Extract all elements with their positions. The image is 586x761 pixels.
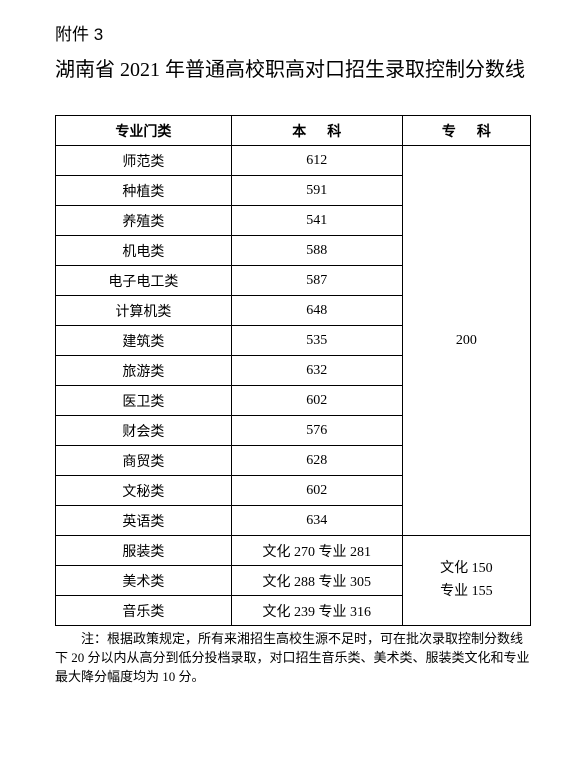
cell-score: 文化 239 专业 316 xyxy=(231,596,402,626)
cell-score: 文化 288 专业 305 xyxy=(231,566,402,596)
cell-score: 591 xyxy=(231,176,402,206)
cell-major: 机电类 xyxy=(56,236,232,266)
cell-score: 648 xyxy=(231,296,402,326)
cell-score: 588 xyxy=(231,236,402,266)
merge-line1: 文化 150 xyxy=(440,561,493,576)
score-table: 专业门类 本科 专科 师范类 612 200 种植类591 养殖类541 机电类… xyxy=(55,115,531,626)
cell-score: 602 xyxy=(231,476,402,506)
table-header-row: 专业门类 本科 专科 xyxy=(56,116,531,146)
cell-major: 建筑类 xyxy=(56,326,232,356)
cell-score: 541 xyxy=(231,206,402,236)
footnote: 注：根据政策规定，所有来湘招生高校生源不足时，可在批次录取控制分数线下 20 分… xyxy=(55,630,531,687)
cell-score: 602 xyxy=(231,386,402,416)
cell-major: 种植类 xyxy=(56,176,232,206)
cell-major: 旅游类 xyxy=(56,356,232,386)
cell-major: 养殖类 xyxy=(56,206,232,236)
cell-major: 电子电工类 xyxy=(56,266,232,296)
header-zhuanke: 专科 xyxy=(402,116,530,146)
cell-major: 服装类 xyxy=(56,536,232,566)
cell-major: 音乐类 xyxy=(56,596,232,626)
document-page: 附件 3 湖南省 2021 年普通高校职高对口招生录取控制分数线 专业门类 本科… xyxy=(0,0,586,707)
cell-major: 美术类 xyxy=(56,566,232,596)
header-major: 专业门类 xyxy=(56,116,232,146)
cell-zhuanke-merged-art: 文化 150 专业 155 xyxy=(402,536,530,626)
cell-major: 师范类 xyxy=(56,146,232,176)
table-row: 师范类 612 200 xyxy=(56,146,531,176)
cell-score: 587 xyxy=(231,266,402,296)
cell-major: 英语类 xyxy=(56,506,232,536)
cell-major: 医卫类 xyxy=(56,386,232,416)
header-benke: 本科 xyxy=(231,116,402,146)
table-row: 服装类 文化 270 专业 281 文化 150 专业 155 xyxy=(56,536,531,566)
page-title: 湖南省 2021 年普通高校职高对口招生录取控制分数线 xyxy=(55,55,531,85)
cell-zhuanke-merged: 200 xyxy=(402,146,530,536)
cell-score: 632 xyxy=(231,356,402,386)
cell-score: 628 xyxy=(231,446,402,476)
attachment-label: 附件 3 xyxy=(55,20,531,45)
cell-score: 576 xyxy=(231,416,402,446)
cell-major: 计算机类 xyxy=(56,296,232,326)
cell-major: 文秘类 xyxy=(56,476,232,506)
cell-score: 文化 270 专业 281 xyxy=(231,536,402,566)
cell-score: 535 xyxy=(231,326,402,356)
cell-score: 634 xyxy=(231,506,402,536)
cell-major: 财会类 xyxy=(56,416,232,446)
merge-line2: 专业 155 xyxy=(440,584,493,599)
cell-score: 612 xyxy=(231,146,402,176)
cell-major: 商贸类 xyxy=(56,446,232,476)
